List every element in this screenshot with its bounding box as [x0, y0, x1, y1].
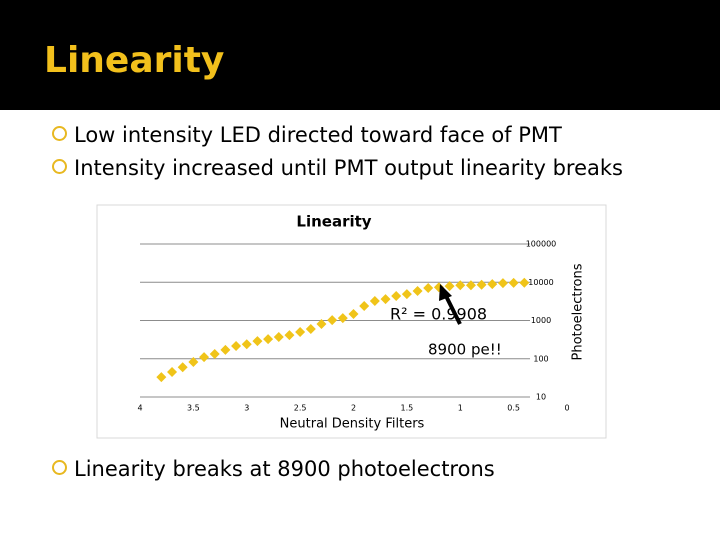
data-point [380, 294, 391, 305]
y-tick-label: 100 [533, 354, 548, 363]
bullet: Low intensity LED directed toward face o… [52, 123, 562, 147]
chart-title: Linearity [296, 213, 371, 231]
data-point [263, 334, 274, 345]
y-tick-label: 10 [536, 393, 546, 402]
y-tick-label: 1000 [531, 316, 551, 325]
data-point [220, 344, 231, 355]
x-tick-label: 2 [351, 404, 356, 413]
y-tick-label: 100000 [526, 240, 557, 249]
data-point [241, 339, 252, 350]
y-axis-title: Photoelectrons [571, 263, 586, 360]
x-tick-label: 2.5 [294, 404, 307, 413]
data-point [316, 319, 327, 330]
data-point [401, 289, 412, 300]
data-point [209, 349, 220, 360]
data-point [508, 277, 519, 288]
annotation: R² = 0.9908 [390, 305, 487, 324]
bullet: Intensity increased until PMT output lin… [52, 156, 623, 180]
data-point [487, 279, 498, 290]
data-point [359, 300, 370, 311]
x-tick-label: 4 [137, 404, 142, 413]
x-tick-label: 1 [458, 404, 463, 413]
data-point [476, 279, 487, 290]
x-tick-label: 0 [564, 404, 569, 413]
data-point [177, 362, 188, 373]
data-point [391, 291, 402, 302]
data-point [252, 336, 263, 347]
y-tick-label: 10000 [528, 278, 553, 287]
data-point [369, 295, 380, 306]
x-tick-label: 1.5 [401, 404, 414, 413]
data-point [519, 277, 530, 288]
data-point [231, 341, 242, 352]
arrow-head [439, 284, 452, 301]
data-point [348, 308, 359, 319]
x-tick-label: 3.5 [187, 404, 200, 413]
data-point [284, 330, 295, 341]
data-point [455, 280, 466, 291]
data-point [412, 286, 423, 297]
arrow-shaft [444, 295, 462, 325]
slide-title: Linearity [44, 40, 225, 81]
data-point [167, 367, 178, 378]
data-point [305, 323, 316, 334]
bullet: Linearity breaks at 8900 photoelectrons [52, 457, 495, 481]
x-axis-title: Neutral Density Filters [280, 417, 425, 432]
x-tick-label: 0.5 [507, 404, 520, 413]
data-point [337, 313, 348, 324]
data-point [199, 352, 210, 363]
x-tick-label: 3 [244, 404, 249, 413]
annotation: 8900 pe!! [428, 341, 502, 359]
data-point [497, 278, 508, 289]
data-point [423, 282, 434, 293]
data-point [188, 357, 199, 368]
data-point [156, 372, 167, 383]
data-point [465, 280, 476, 291]
data-point [327, 315, 338, 326]
data-point [444, 281, 455, 292]
header-bar [0, 0, 720, 110]
data-point [295, 327, 306, 338]
data-point [273, 332, 284, 343]
